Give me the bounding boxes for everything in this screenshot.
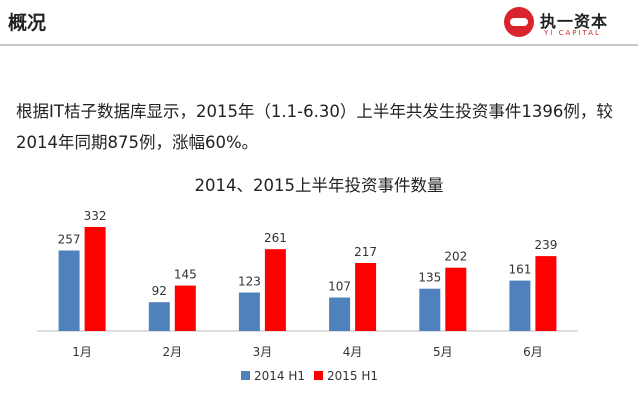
logo-mark-icon <box>504 7 534 37</box>
header-divider <box>0 44 638 46</box>
bar-2014-3 <box>238 292 260 331</box>
data-label: 145 <box>174 268 197 282</box>
data-label: 217 <box>354 245 377 259</box>
bar-2015-1 <box>84 227 106 331</box>
data-label: 257 <box>58 233 81 247</box>
x-tick-label: 5月 <box>433 345 453 359</box>
x-tick-label: 6月 <box>523 345 543 359</box>
data-label: 261 <box>264 231 287 245</box>
logo-subtext: YI CAPITAL <box>544 29 601 37</box>
legend-label: 2015 H1 <box>327 369 378 383</box>
logo: 执一资本 YI CAPITAL <box>504 3 632 41</box>
bar-2015-3 <box>264 249 286 331</box>
legend-swatch-2014 <box>241 371 250 380</box>
bar-2014-6 <box>509 280 531 331</box>
x-tick-label: 1月 <box>72 345 92 359</box>
summary-paragraph: 根据IT桔子数据库显示，2015年（1.1-6.30）上半年共发生投资事件139… <box>16 102 613 152</box>
data-label: 332 <box>84 209 107 223</box>
logo-text: 执一资本 <box>540 12 609 31</box>
x-tick-label: 4月 <box>343 345 363 359</box>
data-label: 239 <box>534 238 557 252</box>
bar-2015-5 <box>445 267 467 331</box>
data-label: 135 <box>418 271 441 285</box>
bar-2014-2 <box>148 302 170 331</box>
bar-2014-4 <box>329 297 351 331</box>
page-title: 概况 <box>8 12 47 34</box>
legend-label: 2014 H1 <box>254 369 305 383</box>
data-label: 161 <box>508 263 531 277</box>
data-label: 92 <box>152 284 167 298</box>
bar-2014-5 <box>419 288 441 331</box>
bar-2015-4 <box>355 263 377 331</box>
bar-2014-1 <box>58 250 80 331</box>
data-label: 107 <box>328 280 351 294</box>
bar-2015-6 <box>535 256 557 331</box>
legend-swatch-2015 <box>314 371 323 380</box>
x-tick-label: 3月 <box>253 345 273 359</box>
data-label: 202 <box>444 250 467 264</box>
x-tick-label: 2月 <box>162 345 182 359</box>
chart-title: 2014、2015上半年投资事件数量 <box>194 176 444 195</box>
data-label: 123 <box>238 275 261 289</box>
bar-2015-2 <box>174 285 196 331</box>
